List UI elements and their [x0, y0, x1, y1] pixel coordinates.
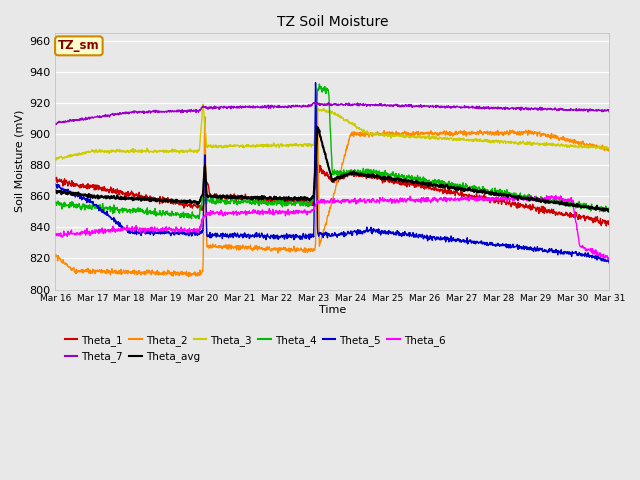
Theta_avg: [491, 191, 499, 196]
Theta_2: [540, 132, 548, 138]
Theta_6: [237, 210, 244, 216]
Title: TZ Soil Moisture: TZ Soil Moisture: [276, 15, 388, 29]
Y-axis label: Soil Moisture (mV): Soil Moisture (mV): [15, 110, 25, 213]
Theta_avg: [314, 124, 321, 130]
Theta_6: [508, 192, 515, 198]
Line: Theta_3: Theta_3: [55, 104, 609, 160]
Theta_5: [491, 242, 499, 248]
Theta_3: [52, 157, 60, 163]
Theta_2: [605, 147, 613, 153]
Theta_avg: [161, 198, 169, 204]
Theta_2: [175, 270, 182, 276]
Theta_avg: [237, 194, 244, 200]
Theta_4: [605, 209, 613, 215]
Theta_2: [161, 270, 169, 276]
Theta_6: [419, 198, 426, 204]
Theta_3: [175, 148, 182, 154]
Theta_7: [51, 121, 59, 127]
Theta_4: [51, 200, 59, 206]
X-axis label: Time: Time: [319, 305, 346, 315]
Theta_4: [195, 216, 203, 222]
Theta_1: [237, 193, 244, 199]
Theta_2: [419, 130, 427, 135]
Theta_2: [314, 107, 321, 112]
Theta_5: [605, 260, 613, 266]
Theta_6: [604, 257, 612, 263]
Theta_1: [491, 195, 499, 201]
Line: Theta_2: Theta_2: [55, 109, 609, 277]
Theta_7: [605, 109, 613, 115]
Line: Theta_4: Theta_4: [55, 84, 609, 219]
Theta_6: [605, 255, 613, 261]
Theta_4: [540, 197, 548, 203]
Theta_4: [237, 198, 244, 204]
Theta_1: [175, 201, 182, 207]
Theta_5: [237, 231, 244, 237]
Theta_4: [161, 212, 169, 218]
Theta_avg: [175, 198, 182, 204]
Line: Theta_7: Theta_7: [55, 102, 609, 125]
Theta_6: [491, 197, 499, 203]
Theta_7: [310, 99, 318, 105]
Theta_1: [316, 162, 323, 168]
Theta_avg: [605, 207, 613, 213]
Theta_3: [419, 134, 427, 140]
Theta_5: [540, 248, 548, 254]
Line: Theta_5: Theta_5: [55, 83, 609, 263]
Theta_7: [540, 106, 548, 111]
Theta_7: [175, 108, 182, 114]
Theta_2: [237, 245, 244, 251]
Theta_avg: [51, 187, 59, 193]
Theta_1: [161, 197, 169, 203]
Line: Theta_avg: Theta_avg: [55, 127, 609, 212]
Line: Theta_6: Theta_6: [55, 195, 609, 260]
Theta_1: [605, 218, 613, 224]
Theta_5: [312, 80, 319, 85]
Theta_7: [492, 105, 499, 110]
Theta_3: [51, 156, 59, 162]
Line: Theta_1: Theta_1: [55, 165, 609, 226]
Theta_7: [237, 104, 244, 110]
Legend: Theta_7, Theta_avg: Theta_7, Theta_avg: [61, 347, 204, 366]
Theta_4: [316, 81, 323, 87]
Theta_2: [51, 252, 59, 258]
Theta_6: [161, 225, 169, 231]
Theta_2: [492, 129, 499, 135]
Theta_4: [175, 212, 182, 217]
Theta_3: [237, 143, 245, 149]
Theta_5: [175, 227, 182, 233]
Theta_5: [51, 181, 59, 187]
Theta_7: [161, 108, 169, 114]
Theta_1: [540, 204, 548, 210]
Theta_7: [419, 103, 427, 108]
Theta_5: [419, 232, 426, 238]
Theta_3: [492, 138, 499, 144]
Theta_avg: [540, 198, 548, 204]
Theta_7: [52, 122, 60, 128]
Theta_6: [540, 196, 548, 202]
Theta_3: [540, 141, 548, 147]
Text: TZ_sm: TZ_sm: [58, 39, 100, 52]
Theta_3: [161, 147, 169, 153]
Theta_3: [199, 101, 207, 107]
Theta_5: [161, 230, 169, 236]
Theta_3: [605, 145, 613, 151]
Theta_6: [175, 228, 182, 234]
Theta_1: [602, 223, 610, 229]
Theta_4: [419, 179, 427, 184]
Theta_2: [185, 274, 193, 280]
Theta_6: [51, 232, 59, 238]
Theta_avg: [605, 209, 612, 215]
Theta_avg: [419, 180, 426, 185]
Theta_1: [51, 175, 59, 181]
Theta_4: [492, 191, 499, 196]
Theta_1: [419, 183, 426, 189]
